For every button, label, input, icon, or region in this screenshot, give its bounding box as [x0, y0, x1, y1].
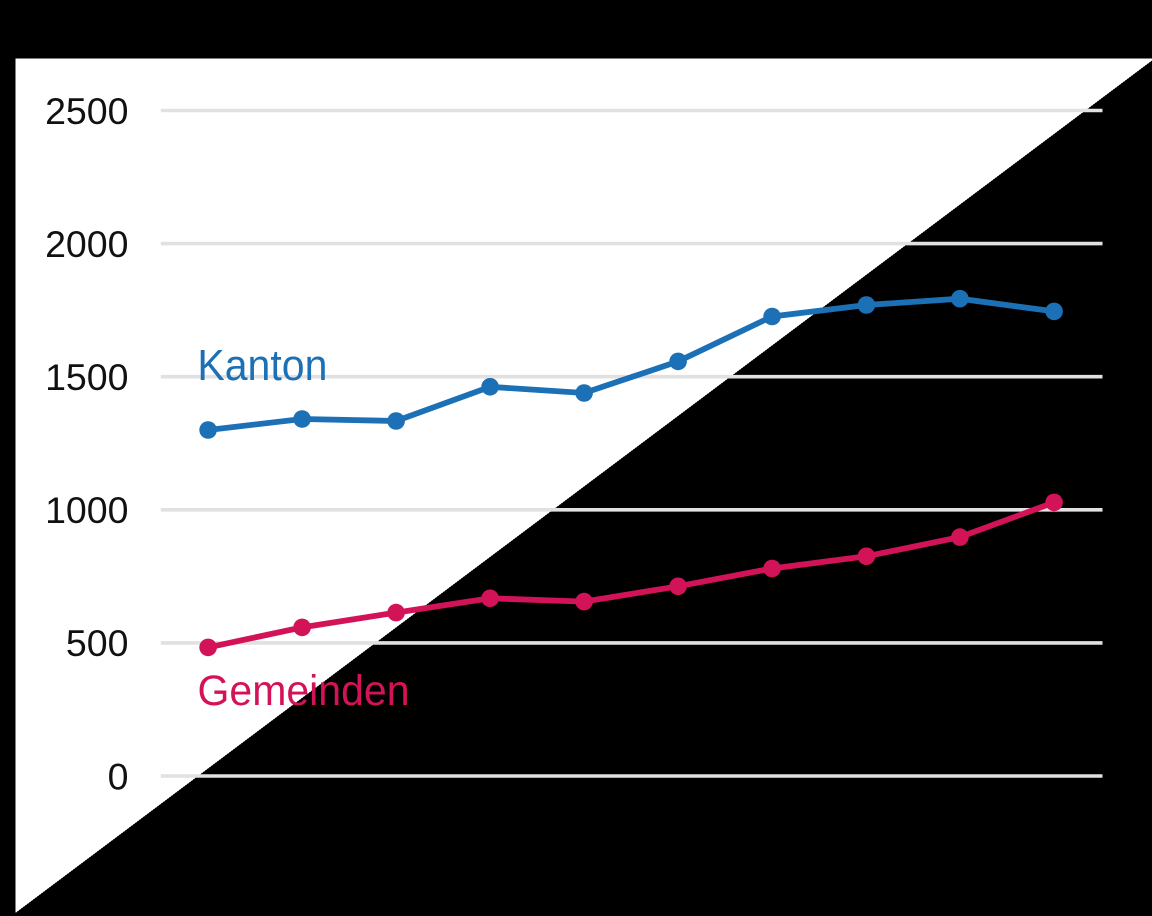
svg-text:1500: 1500: [45, 356, 128, 398]
svg-text:500: 500: [66, 622, 129, 664]
svg-text:Gemeinden: Gemeinden: [198, 667, 410, 715]
svg-text:Kanton: Kanton: [197, 341, 327, 390]
svg-text:2500: 2500: [45, 90, 128, 132]
svg-text:1000: 1000: [45, 489, 128, 531]
svg-text:2000: 2000: [45, 223, 128, 265]
svg-text:0: 0: [108, 755, 129, 797]
